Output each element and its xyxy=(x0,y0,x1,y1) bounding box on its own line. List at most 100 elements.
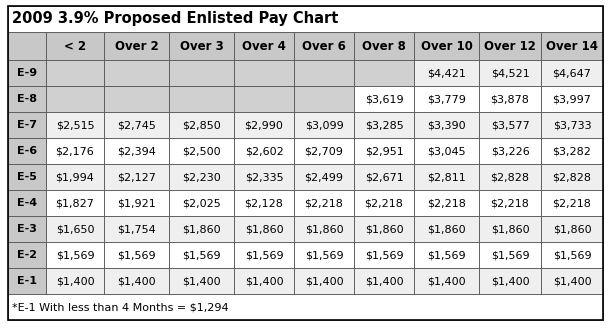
Bar xyxy=(414,216,479,242)
Bar xyxy=(354,268,414,294)
Bar xyxy=(414,164,479,190)
Bar xyxy=(294,32,354,60)
Bar xyxy=(294,138,354,164)
Text: $3,577: $3,577 xyxy=(490,120,530,130)
Text: $2,828: $2,828 xyxy=(552,172,592,182)
Bar xyxy=(46,138,104,164)
Bar xyxy=(479,138,541,164)
Bar xyxy=(46,268,104,294)
Text: $1,569: $1,569 xyxy=(305,250,343,260)
Bar xyxy=(169,60,234,86)
Bar xyxy=(104,190,169,216)
Bar xyxy=(169,86,234,112)
Text: $1,569: $1,569 xyxy=(182,250,221,260)
Bar xyxy=(479,216,541,242)
Text: $1,400: $1,400 xyxy=(427,276,466,286)
Bar xyxy=(104,268,169,294)
Text: $1,400: $1,400 xyxy=(245,276,283,286)
Bar xyxy=(479,60,541,86)
Text: $2,500: $2,500 xyxy=(182,146,221,156)
Bar xyxy=(354,164,414,190)
Text: $4,521: $4,521 xyxy=(490,68,530,78)
Text: $3,619: $3,619 xyxy=(365,94,403,104)
Text: $2,127: $2,127 xyxy=(117,172,156,182)
Text: $3,282: $3,282 xyxy=(552,146,592,156)
Text: $1,650: $1,650 xyxy=(56,224,94,234)
Bar xyxy=(104,86,169,112)
Text: Over 8: Over 8 xyxy=(362,39,406,53)
Text: $4,647: $4,647 xyxy=(552,68,592,78)
Text: $1,860: $1,860 xyxy=(182,224,221,234)
Text: E-8: E-8 xyxy=(17,94,37,104)
Bar xyxy=(294,60,354,86)
Text: Over 10: Over 10 xyxy=(421,39,473,53)
Text: Over 2: Over 2 xyxy=(115,39,158,53)
Text: $3,878: $3,878 xyxy=(490,94,530,104)
Bar xyxy=(479,32,541,60)
Text: $1,994: $1,994 xyxy=(56,172,94,182)
Bar xyxy=(46,164,104,190)
Text: $1,569: $1,569 xyxy=(553,250,592,260)
Bar xyxy=(414,242,479,268)
Bar xyxy=(234,216,294,242)
Bar xyxy=(104,32,169,60)
Text: Over 14: Over 14 xyxy=(546,39,598,53)
Text: Over 4: Over 4 xyxy=(242,39,286,53)
Bar xyxy=(479,86,541,112)
Bar xyxy=(234,190,294,216)
Text: E-9: E-9 xyxy=(17,68,37,78)
Text: $1,569: $1,569 xyxy=(365,250,403,260)
Bar xyxy=(541,86,603,112)
Bar xyxy=(354,112,414,138)
Bar xyxy=(354,190,414,216)
Bar xyxy=(46,86,104,112)
Text: E-2: E-2 xyxy=(17,250,37,260)
Bar xyxy=(541,60,603,86)
Bar xyxy=(8,32,46,60)
Bar xyxy=(169,112,234,138)
Bar xyxy=(234,164,294,190)
Text: $1,569: $1,569 xyxy=(245,250,283,260)
Text: $2,745: $2,745 xyxy=(117,120,156,130)
Bar xyxy=(294,164,354,190)
Text: Over 3: Over 3 xyxy=(180,39,223,53)
Bar xyxy=(169,216,234,242)
Bar xyxy=(8,112,46,138)
Bar xyxy=(104,112,169,138)
Text: $2,990: $2,990 xyxy=(245,120,283,130)
Text: $2,025: $2,025 xyxy=(182,198,221,208)
Bar xyxy=(354,60,414,86)
Text: $1,569: $1,569 xyxy=(427,250,466,260)
Text: $2,128: $2,128 xyxy=(245,198,283,208)
Text: $1,921: $1,921 xyxy=(117,198,156,208)
Text: $1,400: $1,400 xyxy=(305,276,343,286)
Bar xyxy=(414,190,479,216)
Bar xyxy=(169,164,234,190)
Text: $2,602: $2,602 xyxy=(245,146,283,156)
Bar xyxy=(169,190,234,216)
Bar xyxy=(8,164,46,190)
Text: $1,400: $1,400 xyxy=(56,276,94,286)
Bar xyxy=(294,86,354,112)
Bar xyxy=(169,138,234,164)
Text: $1,569: $1,569 xyxy=(490,250,529,260)
Text: $3,045: $3,045 xyxy=(427,146,466,156)
Text: $1,860: $1,860 xyxy=(427,224,466,234)
Text: $3,997: $3,997 xyxy=(552,94,592,104)
Text: $3,226: $3,226 xyxy=(490,146,530,156)
Text: < 2: < 2 xyxy=(64,39,86,53)
Bar xyxy=(104,60,169,86)
Text: $2,671: $2,671 xyxy=(365,172,403,182)
Text: $1,569: $1,569 xyxy=(117,250,156,260)
Text: 2009 3.9% Proposed Enlisted Pay Chart: 2009 3.9% Proposed Enlisted Pay Chart xyxy=(12,12,338,26)
Text: $2,394: $2,394 xyxy=(117,146,156,156)
Text: $1,400: $1,400 xyxy=(182,276,221,286)
Text: $3,733: $3,733 xyxy=(553,120,592,130)
Text: $1,569: $1,569 xyxy=(56,250,94,260)
Text: $2,951: $2,951 xyxy=(365,146,403,156)
Text: Over 12: Over 12 xyxy=(484,39,536,53)
Bar xyxy=(541,164,603,190)
Bar xyxy=(8,268,46,294)
Bar xyxy=(8,294,603,320)
Bar xyxy=(294,216,354,242)
